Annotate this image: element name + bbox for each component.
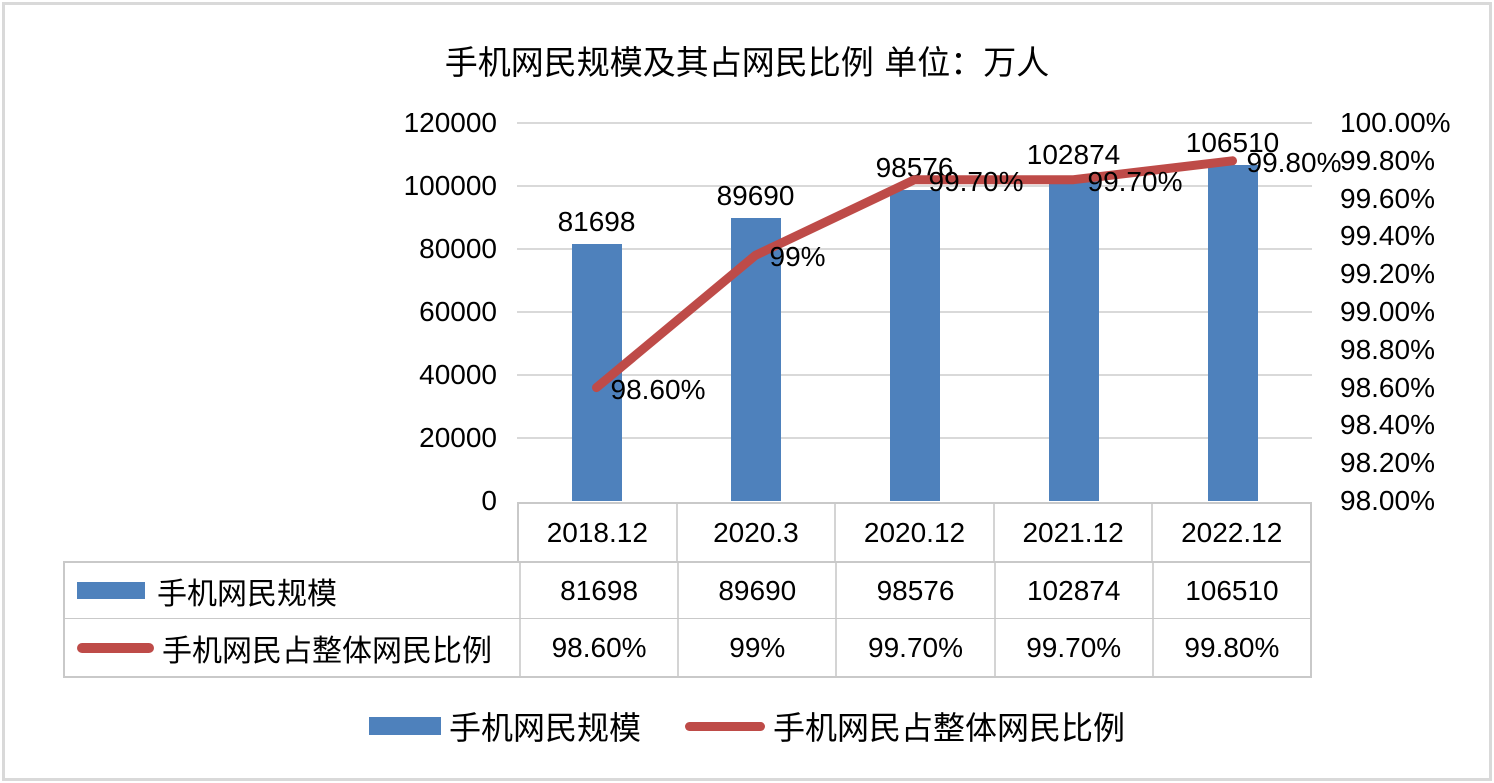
table-series-row: 手机网民规模 81698 89690 98576 102874 106510 <box>63 561 1312 620</box>
left-axis-tick-label: 100000 <box>403 170 497 201</box>
right-axis-tick-label: 99.60% <box>1340 182 1435 214</box>
trend-line <box>592 156 1237 393</box>
bar <box>1048 176 1099 501</box>
left-axis-tick-label: 80000 <box>419 233 497 264</box>
bar-value-label: 89690 <box>716 180 795 212</box>
line-point-label: 98.60% <box>610 373 706 405</box>
series-name-cell: 手机网民占整体网民比例 <box>65 619 519 676</box>
left-axis-tick-label: 60000 <box>419 296 497 327</box>
legend-bar-swatch <box>368 717 441 735</box>
table-cell-value: 99.70% <box>835 619 993 676</box>
right-axis-tick-label: 98.00% <box>1340 485 1435 516</box>
chart-title: 手机网民规模及其占网民比例 单位：万人 <box>444 43 1050 82</box>
table-cell-value: 98576 <box>835 563 993 618</box>
table-cell-value: 99% <box>677 619 835 676</box>
table-series-row: 手机网民占整体网民比例 98.60% 99% 99.70% 99.70% 99.80% <box>63 619 1312 678</box>
legend-item: 手机网民规模 <box>368 703 641 749</box>
bar-series-swatch <box>77 582 145 599</box>
bar-value-label: 81698 <box>557 205 636 237</box>
bar-value-label: 106510 <box>1185 127 1280 159</box>
right-axis-tick-label: 98.20% <box>1340 447 1435 479</box>
right-axis-tick-label: 98.40% <box>1340 409 1435 441</box>
right-axis-tick-label: 99.80% <box>1340 144 1435 176</box>
series-name: 手机网民占整体网民比例 <box>162 633 492 669</box>
right-axis-tick-label: 98.60% <box>1340 371 1435 403</box>
category-label: 2021.12 <box>992 504 1152 561</box>
table-cell-value: 99.70% <box>993 619 1152 676</box>
table-cell-value: 99.80% <box>1151 619 1310 676</box>
right-axis-tick-label: 100.00% <box>1340 107 1451 138</box>
line-point-label: 99.80% <box>1246 146 1342 178</box>
category-label: 2022.12 <box>1151 504 1310 561</box>
table-cell-value: 81698 <box>519 563 677 618</box>
trend-line-layer <box>592 156 1237 393</box>
legend: 手机网民规模 手机网民占整体网民比例 <box>0 703 1494 749</box>
legend-label: 手机网民占整体网民比例 <box>773 709 1126 747</box>
left-axis-tick-label: 120000 <box>403 107 497 138</box>
table-cell-value: 106510 <box>1151 563 1310 618</box>
left-axis-tick-label: 40000 <box>419 359 497 390</box>
gridline <box>517 185 1312 187</box>
table-cell-value: 89690 <box>677 563 835 618</box>
bar <box>1207 165 1258 501</box>
legend-line-swatch <box>685 721 765 731</box>
series-name-cell: 手机网民规模 <box>65 563 519 618</box>
gridline <box>517 122 1312 124</box>
right-axis-tick-label: 99.00% <box>1340 296 1435 327</box>
right-axis-tick-label: 99.20% <box>1340 258 1435 290</box>
series-name: 手机网民规模 <box>157 576 337 612</box>
category-label: 2018.12 <box>546 516 648 548</box>
category-label: 2020.12 <box>834 504 993 561</box>
line-point-label: 99.70% <box>1087 165 1183 197</box>
table-cell-value: 98.60% <box>519 619 677 676</box>
category-axis-row: 2018.12 2020.3 2020.12 2021.12 2022.12 <box>517 502 1312 561</box>
left-axis-tick-label: 0 <box>481 485 497 516</box>
right-axis-tick-label: 98.80% <box>1340 333 1435 365</box>
line-point-label: 99.70% <box>928 165 1024 197</box>
table-cell-value: 102874 <box>993 563 1152 618</box>
category-label: 2020.3 <box>675 504 835 561</box>
bar-value-label: 102874 <box>1026 138 1121 170</box>
line-series-swatch <box>77 642 154 653</box>
left-axis-tick-label: 20000 <box>419 422 497 453</box>
legend-item: 手机网民占整体网民比例 <box>685 703 1125 749</box>
line-point-label: 99% <box>769 241 826 273</box>
bar <box>889 190 940 501</box>
right-axis-tick-label: 99.40% <box>1340 220 1435 252</box>
legend-label: 手机网民规模 <box>448 709 641 747</box>
